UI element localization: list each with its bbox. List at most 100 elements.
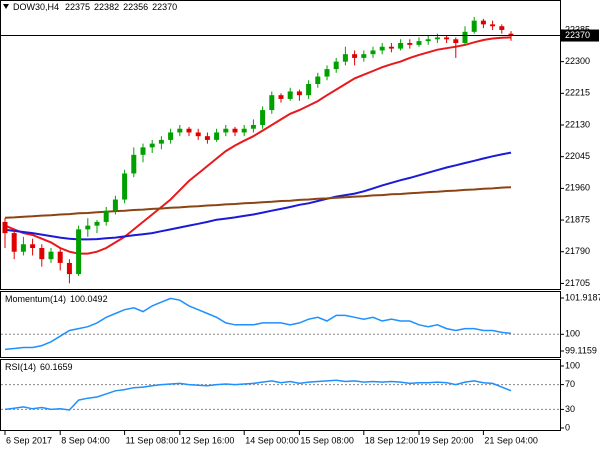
x-tick-label: 19 Sep 20:00 xyxy=(420,435,474,445)
moving-average xyxy=(4,151,512,241)
candle-body xyxy=(66,262,72,275)
candle-body xyxy=(232,128,238,133)
menu-icon xyxy=(3,4,9,9)
candle-body xyxy=(490,24,496,27)
candle-body xyxy=(241,128,247,133)
y-tick-label: 22385 xyxy=(565,24,590,34)
candle-body xyxy=(39,248,45,260)
x-tick-label: 12 Sep 16:00 xyxy=(181,435,235,445)
candle-body xyxy=(131,154,137,174)
x-tick-label: 6 Sep 2017 xyxy=(6,435,52,445)
candle-body xyxy=(361,54,367,58)
candle-body xyxy=(122,173,128,200)
momentum-last-value: 100.0492 xyxy=(70,294,108,304)
candle-body xyxy=(306,84,312,96)
moving-average xyxy=(4,36,512,255)
x-tick-label: 18 Sep 12:00 xyxy=(365,435,419,445)
momentum-title: Momentum(14) xyxy=(5,294,66,304)
y-tick-label: 101.9187 xyxy=(565,292,600,302)
momentum-header: Momentum(14) 100.0492 xyxy=(5,294,108,304)
candle-body xyxy=(333,61,339,70)
candle-body xyxy=(48,251,54,260)
candle-body xyxy=(416,41,422,45)
y-tick-label: 70 xyxy=(565,379,575,389)
x-tick-label: 21 Sep 04:00 xyxy=(484,435,538,445)
candle-body xyxy=(158,139,164,144)
candle-body xyxy=(324,69,330,77)
open-price: 22375 xyxy=(65,2,90,12)
rsi-last-value: 60.1659 xyxy=(40,362,73,372)
y-tick-label: 21960 xyxy=(565,183,590,193)
rsi-header: RSI(14) 60.1659 xyxy=(5,362,73,372)
candle-body xyxy=(85,225,91,230)
candle-body xyxy=(278,95,284,99)
y-tick-label: 22300 xyxy=(565,56,590,66)
candle-body xyxy=(508,33,514,36)
candle-body xyxy=(11,233,17,252)
symbol: DOW30,H4 xyxy=(13,2,59,12)
y-tick-label: 100 xyxy=(565,360,580,370)
candle-body xyxy=(250,125,256,129)
x-tick-label: 8 Sep 04:00 xyxy=(61,435,110,445)
candle-body xyxy=(195,132,201,137)
candle-body xyxy=(499,26,505,30)
y-tick-label: 21790 xyxy=(565,246,590,256)
x-tick-label: 15 Sep 08:00 xyxy=(300,435,354,445)
y-tick-label: 21705 xyxy=(565,278,590,288)
candle-body xyxy=(214,132,220,140)
candle-body xyxy=(2,221,8,234)
candle-body xyxy=(434,37,440,40)
candle-body xyxy=(57,251,63,263)
candle-body xyxy=(287,91,293,99)
candle-body xyxy=(223,128,229,133)
x-tick-label: 14 Sep 00:00 xyxy=(245,435,299,445)
y-tick-label: 22130 xyxy=(565,119,590,129)
candle-body xyxy=(480,20,486,25)
indicator-line xyxy=(4,379,512,411)
main-panel-frame xyxy=(0,0,561,290)
candle-body xyxy=(76,229,82,275)
candle-body xyxy=(269,95,275,111)
current-price-box xyxy=(561,29,599,42)
candle-body xyxy=(462,31,468,43)
candle-body xyxy=(103,210,109,222)
candle-body xyxy=(388,46,394,49)
candle-body xyxy=(260,110,266,125)
candle-body xyxy=(352,54,358,58)
candle-body xyxy=(112,199,118,211)
candle-body xyxy=(342,54,348,62)
y-tick-label: 22045 xyxy=(565,151,590,161)
y-tick-label: 30 xyxy=(565,404,575,414)
candle-body xyxy=(453,39,459,43)
candle-body xyxy=(444,37,450,40)
candle-body xyxy=(168,132,174,140)
candle-body xyxy=(94,221,100,226)
candle-body xyxy=(20,244,26,252)
y-tick-label: 100 xyxy=(565,329,580,339)
candle-body xyxy=(379,46,385,51)
candle-body xyxy=(30,244,36,248)
close-price: 22370 xyxy=(152,2,177,12)
candle-body xyxy=(149,143,155,148)
rsi-title: RSI(14) xyxy=(5,362,36,372)
candle-body xyxy=(471,20,477,32)
candle-body xyxy=(407,43,413,45)
candle-body xyxy=(186,128,192,133)
y-tick-label: 21875 xyxy=(565,214,590,224)
candle-body xyxy=(140,147,146,155)
y-tick-label: 0 xyxy=(565,422,570,432)
y-tick-label: 22215 xyxy=(565,88,590,98)
y-tick-label: 99.1159 xyxy=(565,345,597,355)
x-tick-label: 11 Sep 08:00 xyxy=(126,435,179,445)
momentum-panel-frame xyxy=(0,291,561,358)
moving-average xyxy=(4,186,512,219)
candle-body xyxy=(315,76,321,84)
candle-body xyxy=(204,136,210,140)
low-price: 22356 xyxy=(123,2,148,12)
chart-header: DOW30,H4 22375 22382 22356 22370 xyxy=(13,2,177,12)
candle-body xyxy=(296,91,302,96)
candle-body xyxy=(177,128,183,133)
current-price-label: 22370 xyxy=(565,30,590,40)
